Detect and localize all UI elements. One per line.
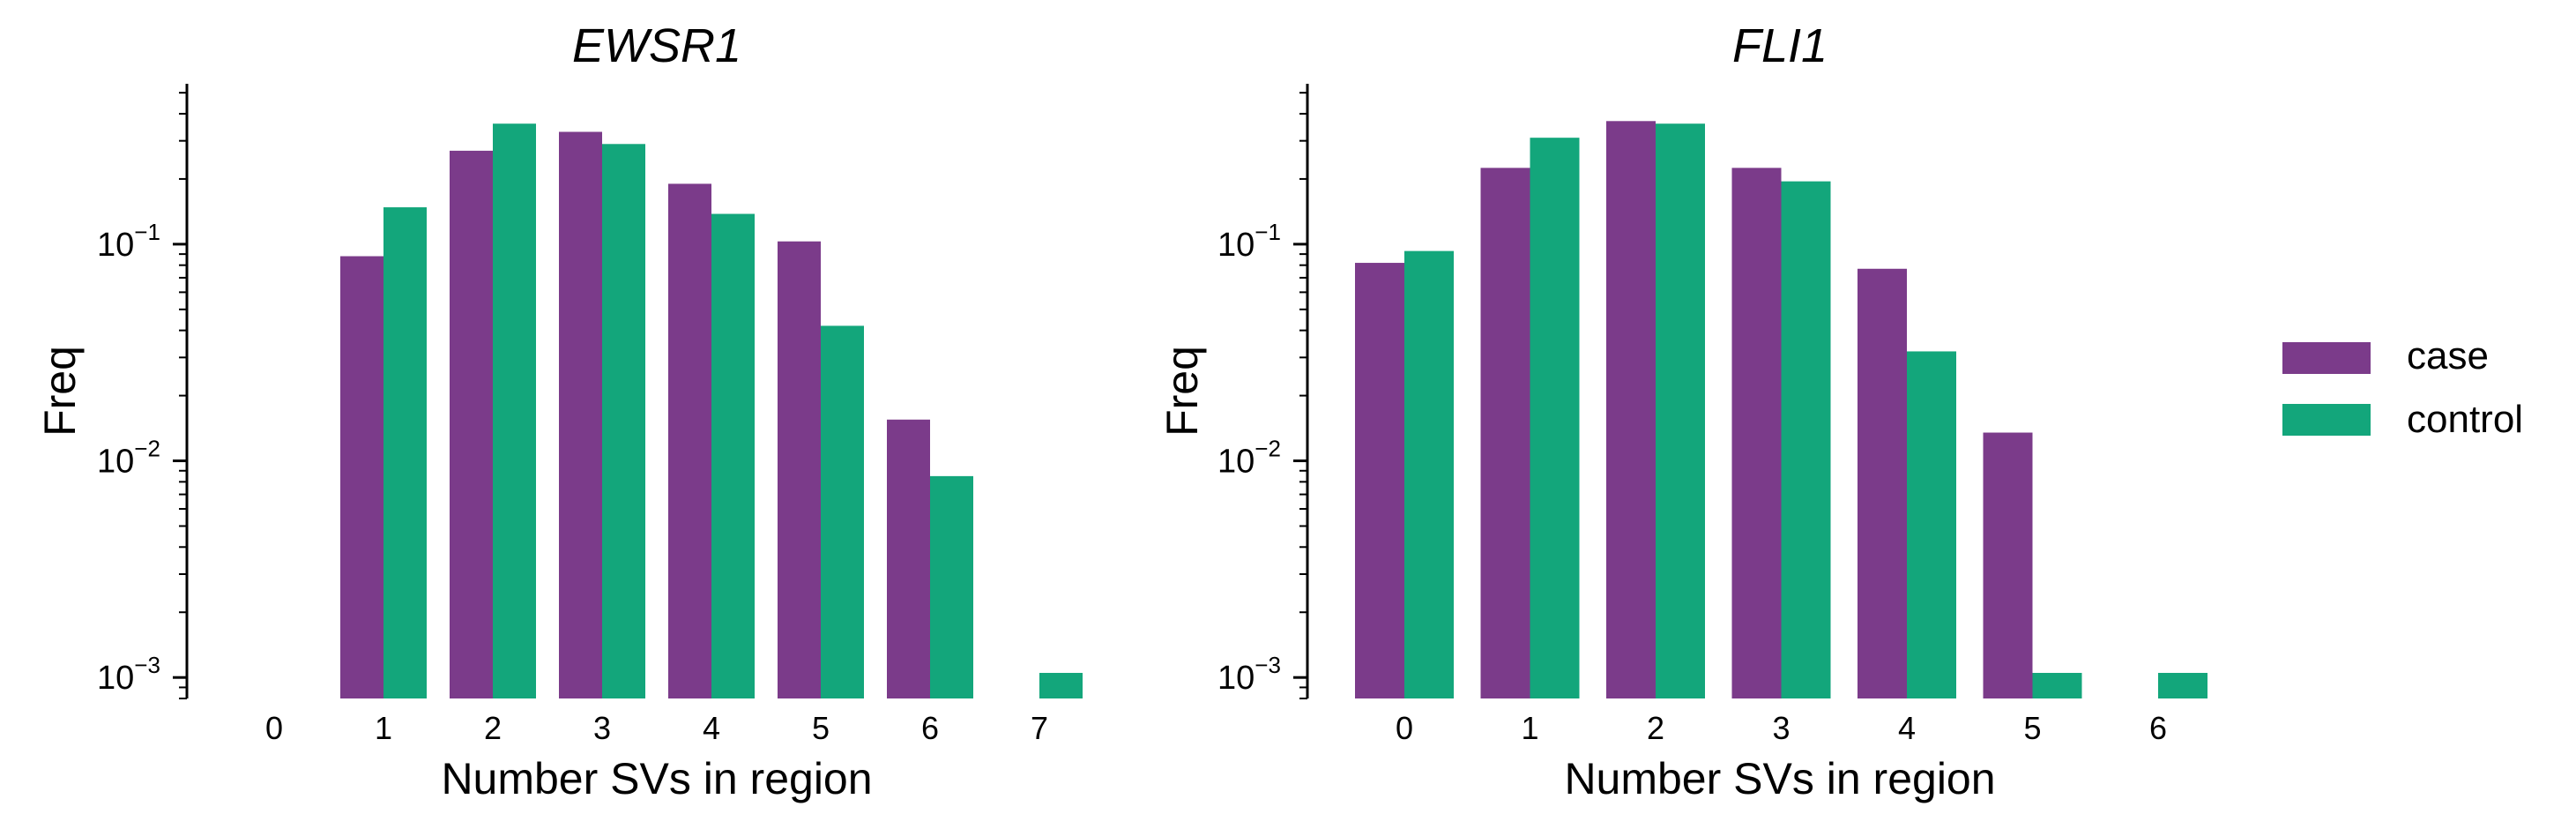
bar-control-3	[602, 144, 645, 699]
bar-case-3	[1731, 168, 1782, 698]
bar-case-6	[887, 419, 930, 698]
bar-control-4	[711, 213, 755, 699]
x-tick-label: 0	[1396, 710, 1413, 746]
x-tick-label: 6	[2149, 710, 2167, 746]
bar-control-6	[930, 475, 973, 698]
x-tick-label: 1	[375, 710, 392, 746]
x-tick-label: 4	[703, 710, 720, 746]
x-tick-label: 3	[593, 710, 611, 746]
bar-case-5	[778, 241, 821, 698]
x-tick-label: 4	[1898, 710, 1916, 746]
chart-fli1: FLI1 Freq Number SVs in region 10−1 10−2 1…	[1158, 19, 2207, 803]
bar-control-1	[1530, 138, 1580, 699]
bar-case-2	[1606, 121, 1656, 699]
bar-case-5	[1983, 432, 2033, 698]
x-tick-label: 3	[1772, 710, 1790, 746]
bar-control-2	[1656, 123, 1705, 698]
x-tick-label: 5	[812, 710, 830, 746]
y-tick-label: 10−1	[97, 219, 160, 264]
bar-case-0	[1355, 263, 1404, 698]
bar-case-1	[1480, 168, 1530, 698]
bar-control-2	[493, 123, 536, 698]
bar-control-7	[1039, 672, 1083, 698]
bar-control-5	[2032, 672, 2082, 698]
chart-title: FLI1	[1732, 19, 1828, 72]
x-axis-label: Number SVs in region	[441, 754, 872, 803]
y-axis-label: Freq	[1158, 346, 1207, 437]
legend-swatch-case	[2282, 342, 2371, 374]
chart-ewsr1: EWSR1 Freq Number SVs in region 10−1 10−2…	[35, 19, 1083, 803]
legend-label-case: case	[2407, 334, 2489, 377]
x-tick-label: 5	[2023, 710, 2041, 746]
bar-case-3	[559, 131, 602, 698]
y-tick-label: 10−1	[1217, 219, 1281, 264]
bar-control-1	[383, 207, 427, 699]
x-tick-label: 2	[1647, 710, 1664, 746]
bar-control-6	[2158, 672, 2207, 698]
bar-case-4	[668, 183, 711, 698]
y-tick-label: 10−3	[97, 652, 160, 697]
x-tick-label: 1	[1521, 710, 1538, 746]
bar-control-3	[1781, 181, 1831, 698]
y-tick-label: 10−3	[1217, 652, 1281, 697]
bar-case-4	[1858, 268, 1907, 698]
legend-swatch-control	[2282, 404, 2371, 436]
bar-control-5	[821, 325, 864, 698]
y-tick-label: 10−2	[1217, 436, 1281, 481]
bar-case-2	[450, 150, 493, 698]
y-axis-label: Freq	[35, 346, 85, 437]
bar-control-0	[1404, 250, 1454, 698]
x-tick-label: 7	[1031, 710, 1048, 746]
y-tick-label: 10−2	[97, 436, 160, 481]
x-tick-label: 6	[921, 710, 939, 746]
x-axis-label: Number SVs in region	[1564, 754, 1995, 803]
x-tick-label: 0	[265, 710, 283, 746]
legend-label-control: control	[2407, 398, 2523, 441]
bar-control-4	[1907, 351, 1956, 698]
chart-title: EWSR1	[572, 19, 741, 72]
legend: case control	[2282, 334, 2523, 441]
bar-case-1	[340, 256, 383, 698]
x-tick-label: 2	[484, 710, 502, 746]
